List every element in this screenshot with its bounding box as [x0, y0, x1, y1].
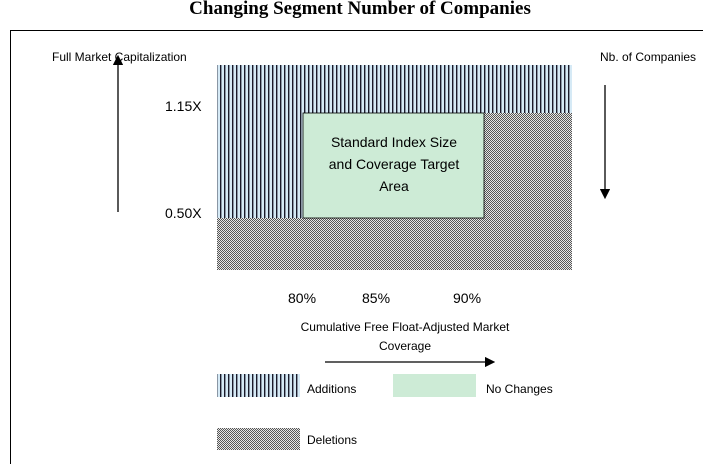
level-label: 0.50X [165, 205, 202, 221]
x-axis-label: Cumulative Free Float-Adjusted Market [301, 320, 510, 334]
legend-swatch [217, 374, 300, 397]
coverage-label: 90% [453, 290, 481, 306]
title: Changing Segment Number of Companies [189, 0, 531, 19]
frame [10, 30, 703, 464]
target-area [302, 112, 485, 219]
legend-swatch [217, 428, 300, 450]
additions-region [217, 113, 303, 218]
legend-label: Deletions [307, 433, 357, 447]
legend-label: No Changes [486, 382, 553, 396]
level-label: 1.15X [165, 98, 202, 114]
coverage-label: 85% [362, 290, 390, 306]
legend-swatch [393, 374, 476, 397]
legend-label: Additions [307, 382, 356, 396]
target-label: Area [379, 178, 409, 194]
coverage-label: 80% [288, 290, 316, 306]
target-label: Standard Index Size [331, 134, 457, 150]
left-axis-label: Full Market Capitalization [52, 50, 187, 64]
x-axis-label: Coverage [379, 339, 431, 353]
additions-region [217, 65, 572, 113]
right-axis-label: Nb. of Companies [600, 50, 696, 64]
target-label: and Coverage Target [329, 156, 460, 172]
